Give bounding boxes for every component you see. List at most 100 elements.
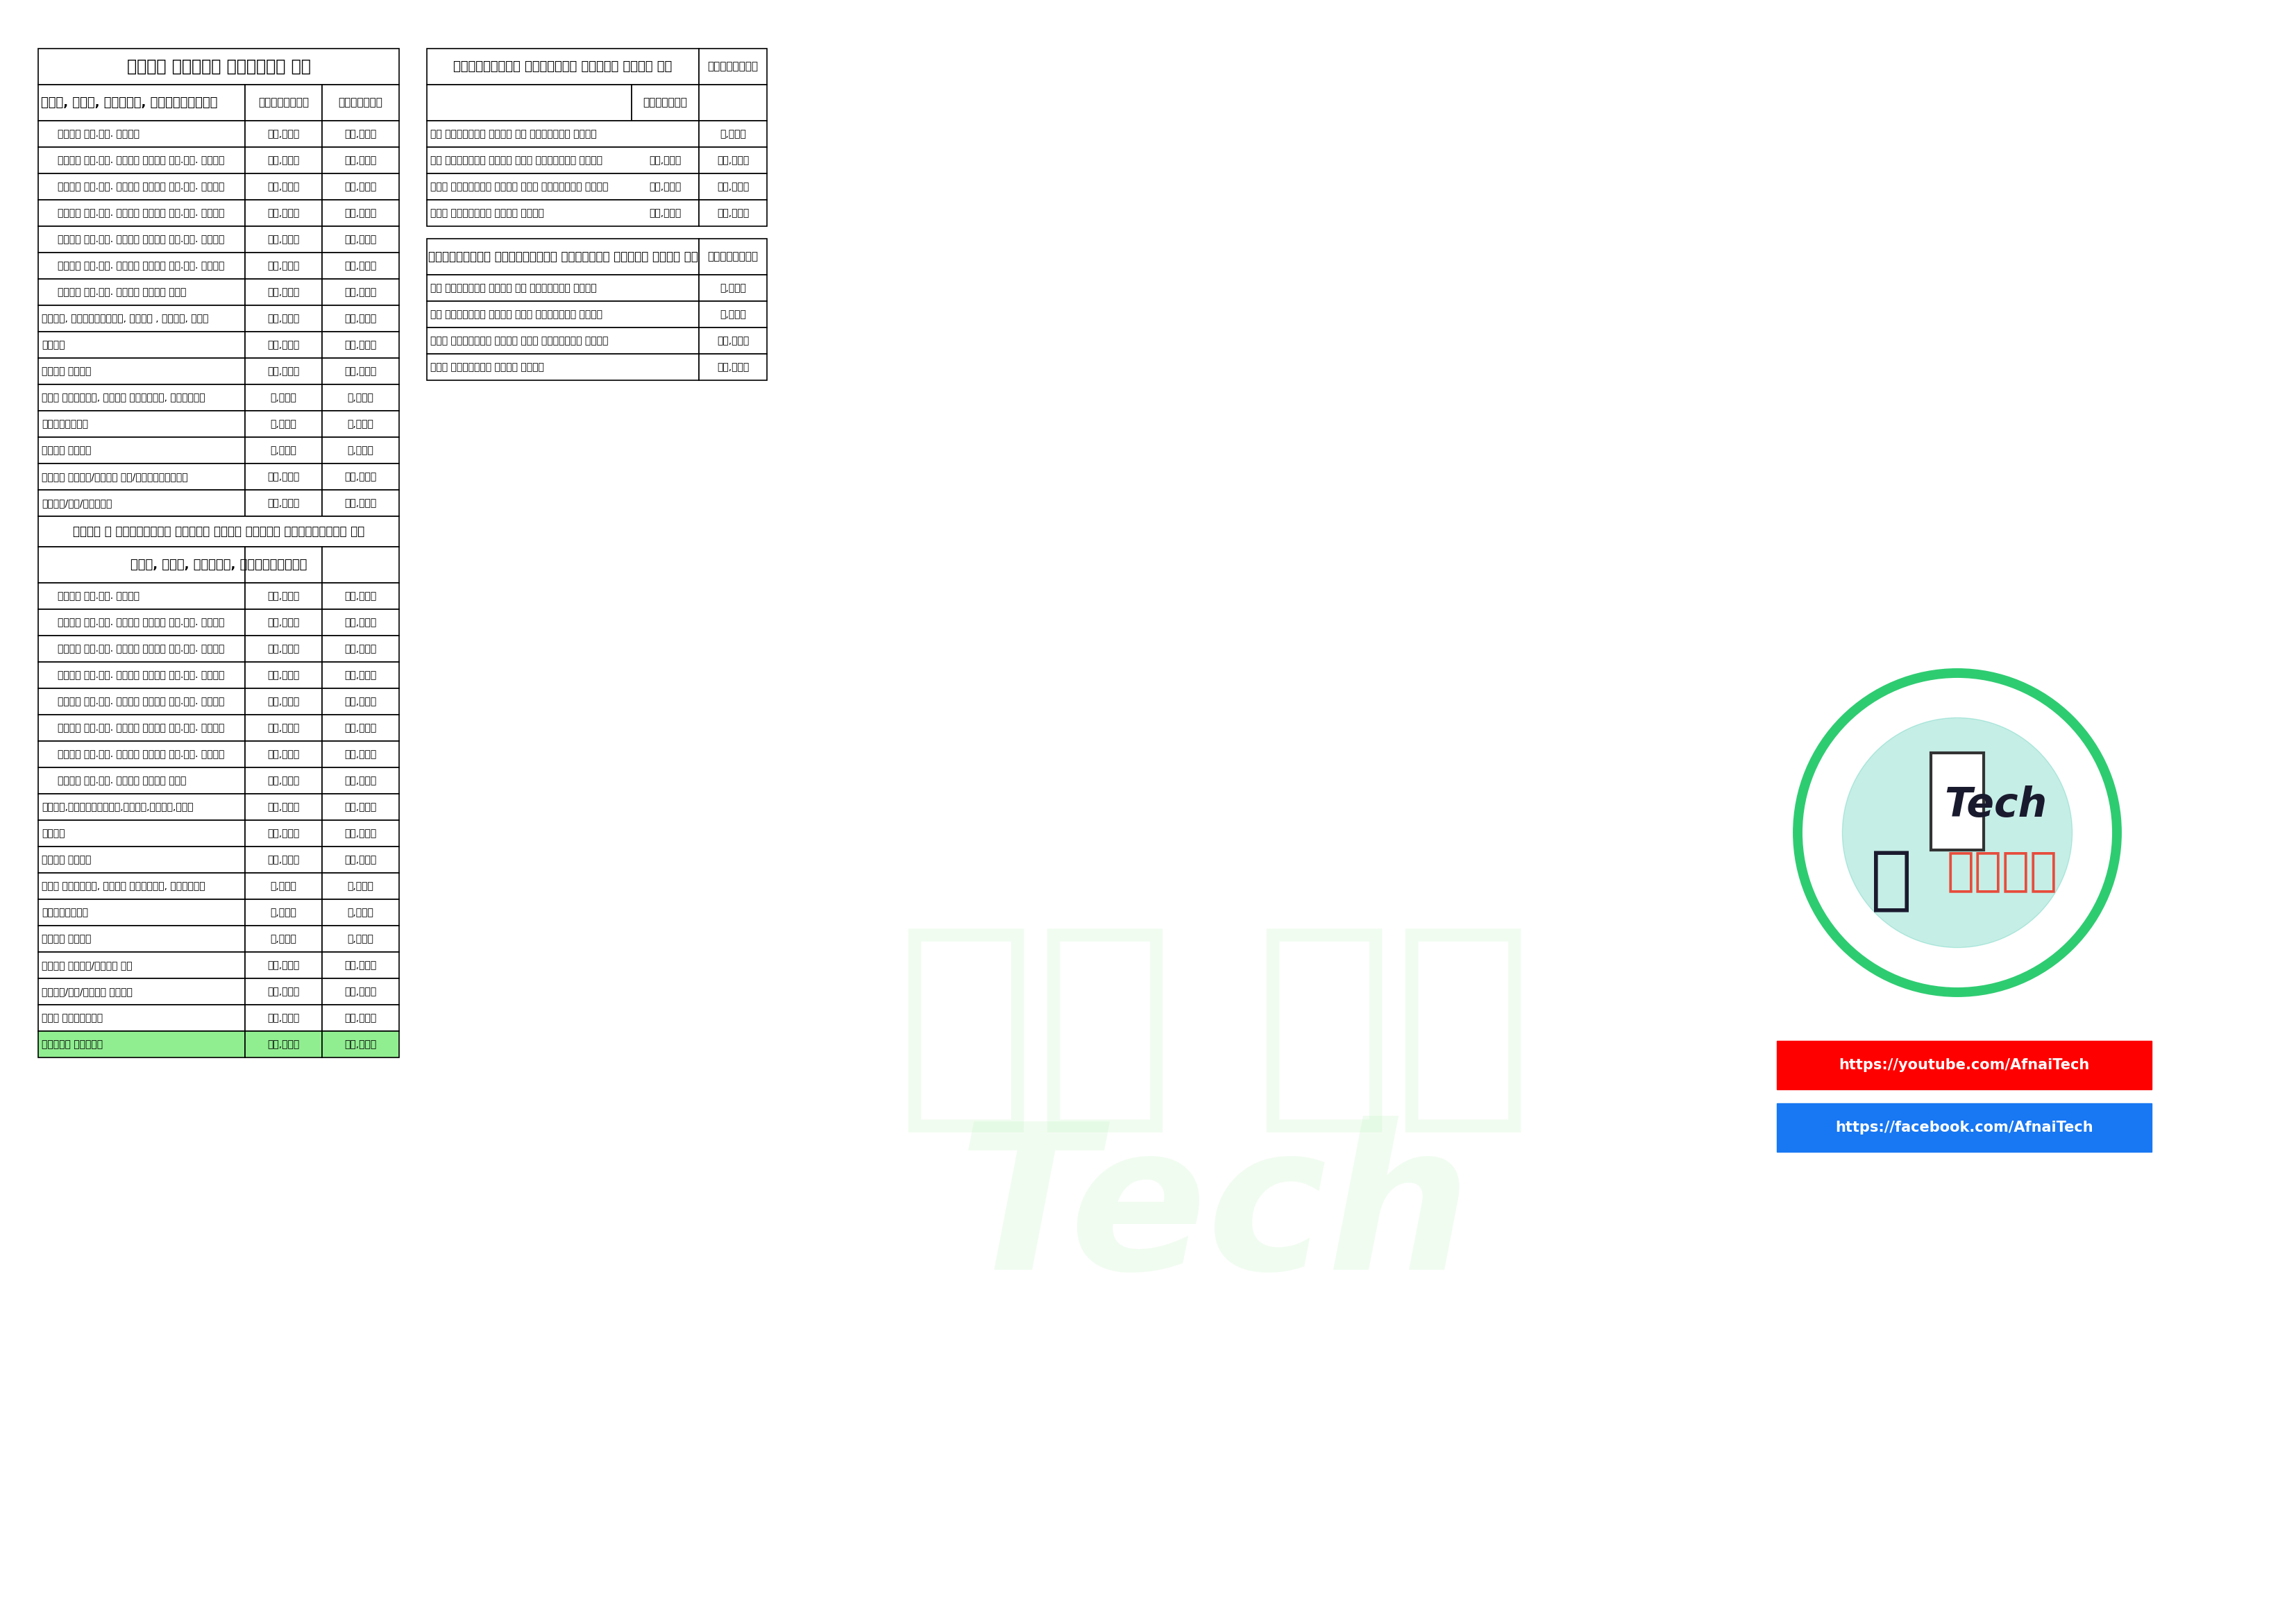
Bar bbox=[39, 953, 246, 979]
Bar bbox=[39, 899, 246, 925]
Bar bbox=[321, 794, 400, 820]
Text: २२,०००: २२,००० bbox=[266, 1013, 298, 1022]
Text: २०७८।७९: २०७८।७९ bbox=[643, 97, 687, 107]
Text: पावर टिलर: पावर टिलर bbox=[41, 933, 92, 943]
Bar bbox=[698, 239, 767, 274]
Bar bbox=[246, 464, 321, 490]
Text: २२,०००: २२,००० bbox=[344, 130, 377, 140]
Bar bbox=[698, 148, 767, 174]
Bar bbox=[321, 411, 400, 437]
Bar bbox=[321, 820, 400, 847]
Text: मिनी टिपर: मिनी टिपर bbox=[41, 855, 92, 865]
Text: ट्रेक्टर: ट्रेक्टर bbox=[41, 419, 87, 428]
Bar bbox=[39, 847, 246, 873]
Bar bbox=[698, 84, 767, 120]
Bar bbox=[39, 925, 246, 953]
Bar bbox=[321, 979, 400, 1005]
Text: ४,५००: ४,५०० bbox=[271, 445, 296, 454]
Bar bbox=[39, 226, 246, 253]
Bar bbox=[246, 662, 321, 688]
Text: पावर टिलर: पावर टिलर bbox=[41, 445, 92, 454]
Text: २२,०००: २२,००० bbox=[266, 1039, 298, 1048]
Text: २००१ सी.सी. देखि २५०० सी.सी. सम्म: २००१ सी.सी. देखि २५०० सी.सी. सम्म bbox=[57, 208, 225, 217]
Bar bbox=[321, 253, 400, 279]
Bar bbox=[246, 847, 321, 873]
Text: २५,०००: २५,००० bbox=[266, 156, 298, 166]
Text: १५,५००: १५,५०० bbox=[266, 670, 298, 680]
Text: https://facebook.com/AfnaiTech: https://facebook.com/AfnaiTech bbox=[1835, 1120, 2094, 1134]
Bar bbox=[321, 331, 400, 359]
Bar bbox=[39, 609, 246, 636]
Bar bbox=[39, 84, 246, 120]
Text: १५,०००: १५,००० bbox=[716, 156, 748, 166]
Bar bbox=[39, 464, 246, 490]
Text: १००० सी.सी. सम्म: १००० सी.सी. सम्म bbox=[57, 591, 140, 601]
Text: १२६ किलोवाट देखि २०० किलोवाट सम्म: १२६ किलोवाट देखि २०० किलोवाट सम्म bbox=[429, 336, 608, 346]
Text: मिनी टिपर: मिनी टिपर bbox=[41, 367, 92, 377]
Text: ६०,०००: ६०,००० bbox=[266, 261, 298, 271]
Bar bbox=[698, 274, 767, 302]
Text: सार्वजनिक विद्युतिय सवारीको सवारी साधन कर: सार्वजनिक विद्युतिय सवारीको सवारी साधन क… bbox=[427, 250, 698, 263]
Bar bbox=[246, 794, 321, 820]
Text: ३९,०००: ३९,००० bbox=[266, 339, 298, 349]
Text: १५,०००: १५,००० bbox=[716, 362, 748, 372]
Bar bbox=[246, 688, 321, 714]
Text: २९,०००: २९,००० bbox=[344, 182, 377, 192]
Text: १९,०००: १९,००० bbox=[344, 750, 377, 760]
Text: २७,०००: २७,००० bbox=[344, 472, 377, 482]
Bar bbox=[246, 359, 321, 385]
Bar bbox=[39, 253, 246, 279]
Bar bbox=[39, 583, 246, 609]
Text: ५,५००: ५,५०० bbox=[271, 907, 296, 917]
Text: २० किलोवाट देखि ५० किलोवाट सम्म: २० किलोवाट देखि ५० किलोवाट सम्म bbox=[429, 282, 597, 292]
Circle shape bbox=[1798, 674, 2117, 992]
Bar bbox=[39, 873, 246, 899]
Bar bbox=[1931, 753, 1984, 850]
Bar bbox=[321, 688, 400, 714]
Bar bbox=[427, 328, 698, 354]
Bar bbox=[698, 120, 767, 148]
Text: ५,०००: ५,००० bbox=[721, 130, 746, 140]
Bar bbox=[321, 464, 400, 490]
Text: विद्युतिय सवारीको सवारी साधन कर: विद्युतिय सवारीको सवारी साधन कर bbox=[455, 60, 673, 73]
Text: ३९,०००: ३९,००० bbox=[344, 339, 377, 349]
Text: ३५,०००: ३५,००० bbox=[344, 498, 377, 508]
Text: कार, जीप, भ्यान, माईक्रोबस: कार, जीप, भ्यान, माईक्रोबस bbox=[131, 558, 308, 571]
Text: १९,०००: १९,००० bbox=[266, 750, 298, 760]
Text: ३,०००: ३,००० bbox=[721, 282, 746, 292]
Bar bbox=[39, 411, 246, 437]
Text: ५,५००: ५,५०० bbox=[347, 907, 374, 917]
Bar bbox=[246, 820, 321, 847]
Bar bbox=[39, 331, 246, 359]
Bar bbox=[39, 437, 246, 464]
Text: ६,०००: ६,००० bbox=[347, 393, 374, 403]
Text: १० किलोवाट देखि २० किलोवाट सम्म: १० किलोवाट देखि २० किलोवाट सम्म bbox=[429, 130, 597, 140]
Bar bbox=[39, 688, 246, 714]
Bar bbox=[321, 174, 400, 200]
Text: १७,५००: १७,५०० bbox=[344, 722, 377, 732]
Text: १७,५००: १७,५०० bbox=[344, 696, 377, 706]
Bar bbox=[321, 768, 400, 794]
Bar bbox=[1777, 1104, 2151, 1152]
Text: ६,०००: ६,००० bbox=[271, 881, 296, 891]
Text: ३५०१ सी.सी. देखि माथि सबै: ३५०१ सी.सी. देखि माथि सबै bbox=[57, 287, 186, 297]
Text: ६५,०००: ६५,००० bbox=[344, 287, 377, 297]
Bar bbox=[39, 516, 400, 547]
Bar bbox=[246, 385, 321, 411]
Text: २०७९।८०: २०७९।८० bbox=[338, 97, 383, 107]
Bar bbox=[321, 1031, 400, 1058]
Bar bbox=[321, 547, 400, 583]
Bar bbox=[39, 979, 246, 1005]
Text: २२,०००: २२,००० bbox=[344, 776, 377, 786]
Text: ६,०००: ६,००० bbox=[271, 393, 296, 403]
Text: १५,५००: १५,५०० bbox=[344, 670, 377, 680]
Bar bbox=[246, 148, 321, 174]
Text: २१,०००: २१,००० bbox=[266, 855, 298, 865]
Text: Tech: Tech bbox=[1945, 786, 2046, 824]
Text: ३९,०००: ३९,००० bbox=[344, 208, 377, 217]
Text: २०,०००: २०,००० bbox=[344, 987, 377, 997]
Bar bbox=[246, 411, 321, 437]
Text: २१ किलोवाट देखि १२५ किलोवाट सम्म: २१ किलोवाट देखि १२५ किलोवाट सम्म bbox=[429, 156, 602, 166]
Text: ५,०००: ५,००० bbox=[721, 310, 746, 320]
Text: https://youtube.com/AfnaiTech: https://youtube.com/AfnaiTech bbox=[1839, 1058, 2089, 1073]
